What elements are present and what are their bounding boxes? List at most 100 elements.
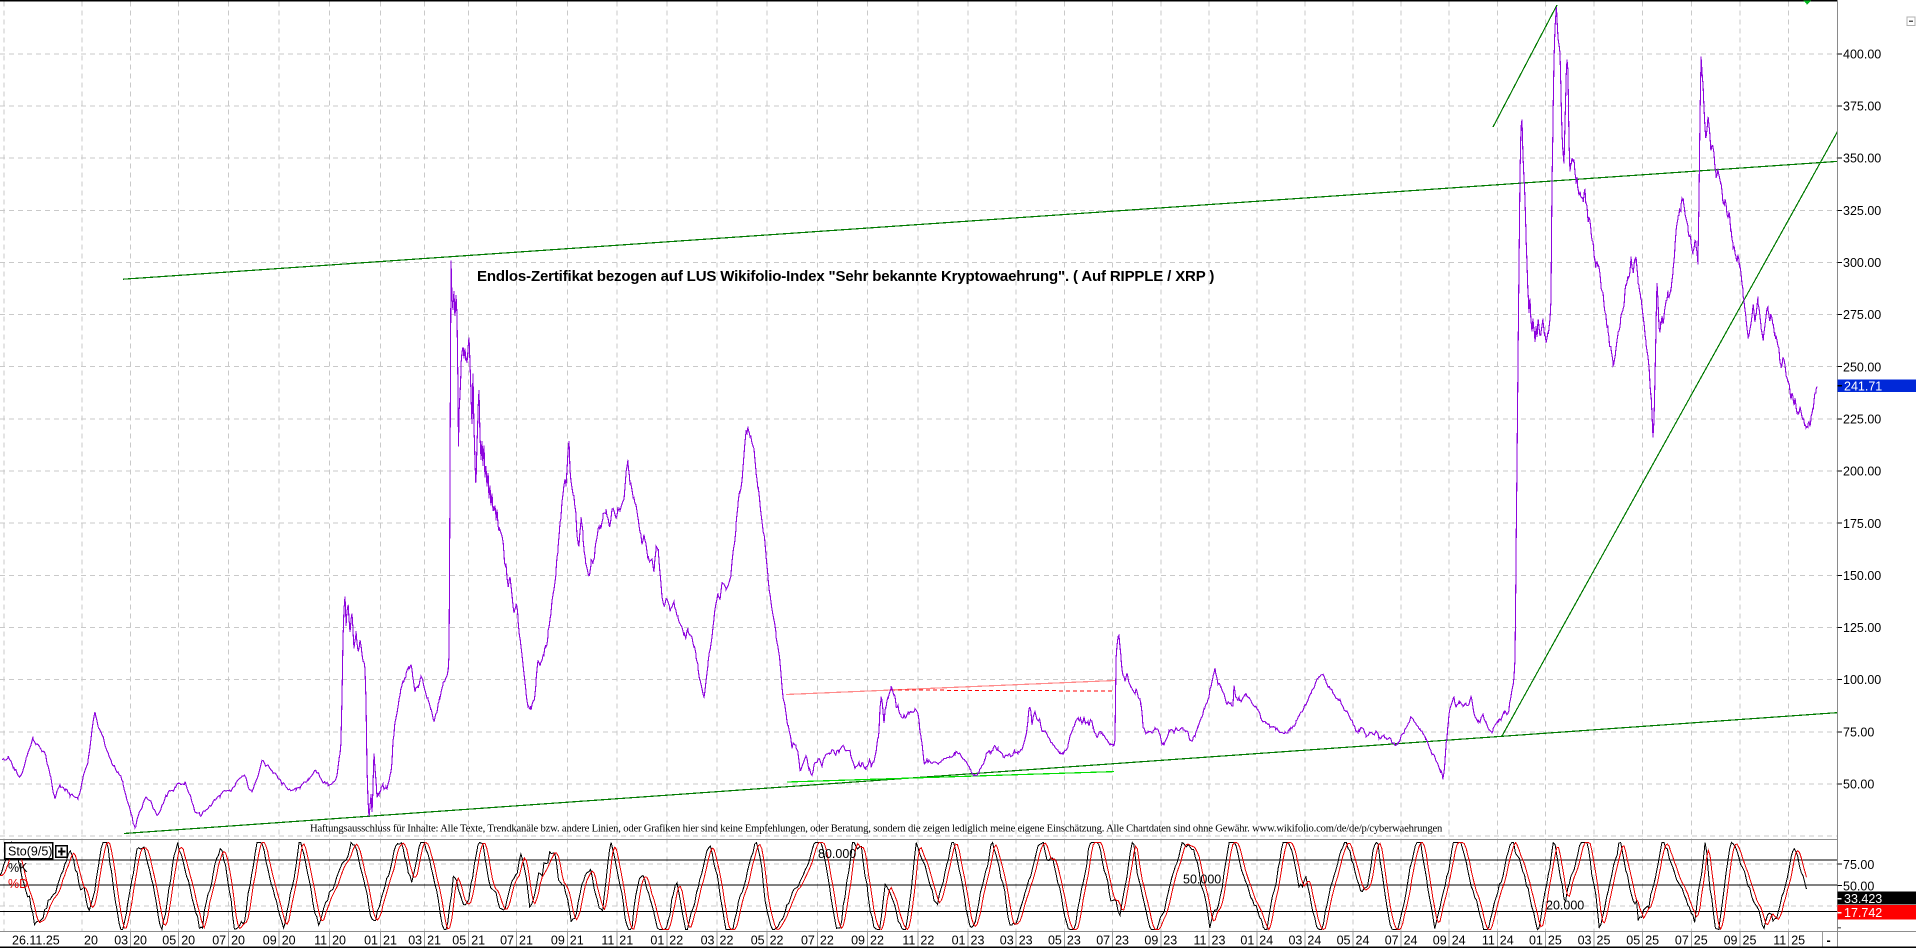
- svg-text:25: 25: [1694, 933, 1708, 947]
- svg-text:350.00: 350.00: [1843, 152, 1881, 166]
- svg-text:03: 03: [1288, 933, 1302, 947]
- svg-text:25: 25: [1791, 933, 1805, 947]
- svg-text:50.00: 50.00: [1843, 879, 1874, 893]
- svg-text:21: 21: [427, 933, 441, 947]
- svg-text:175.00: 175.00: [1843, 517, 1881, 531]
- svg-text:11: 11: [1482, 933, 1495, 947]
- svg-text:21: 21: [619, 933, 633, 947]
- svg-text:-: -: [1827, 933, 1831, 947]
- svg-text:11: 11: [1194, 933, 1207, 947]
- svg-text:23: 23: [1115, 933, 1129, 947]
- svg-text:05: 05: [1626, 933, 1640, 947]
- svg-text:400.00: 400.00: [1843, 47, 1881, 61]
- svg-text:26.11.25: 26.11.25: [12, 933, 60, 947]
- svg-text:01: 01: [364, 933, 378, 947]
- svg-text:01: 01: [1529, 933, 1543, 947]
- svg-text:09: 09: [1724, 933, 1738, 947]
- svg-text:20: 20: [84, 933, 98, 947]
- svg-text:01: 01: [650, 933, 664, 947]
- svg-text:275.00: 275.00: [1843, 308, 1881, 322]
- svg-text:22: 22: [870, 933, 884, 947]
- svg-text:22: 22: [770, 933, 784, 947]
- svg-text:22: 22: [920, 933, 934, 947]
- svg-text:80.000: 80.000: [818, 847, 856, 861]
- svg-text:07: 07: [212, 933, 226, 947]
- svg-text:Endlos-Zertifikat bezogen auf: Endlos-Zertifikat bezogen auf LUS Wikifo…: [477, 268, 1214, 285]
- svg-text:03: 03: [1000, 933, 1014, 947]
- svg-text:50.00: 50.00: [1843, 778, 1874, 792]
- svg-text:22: 22: [820, 933, 834, 947]
- svg-text:03: 03: [114, 933, 128, 947]
- svg-text:25: 25: [1597, 933, 1611, 947]
- svg-text:24: 24: [1259, 933, 1273, 947]
- svg-text:05: 05: [1048, 933, 1062, 947]
- svg-text:07: 07: [801, 933, 815, 947]
- svg-text:11: 11: [601, 933, 614, 947]
- svg-text:03: 03: [408, 933, 422, 947]
- svg-text:03: 03: [701, 933, 715, 947]
- svg-text:11: 11: [1773, 933, 1786, 947]
- svg-text:21: 21: [383, 933, 397, 947]
- svg-text:Haftungsausschluss für Inhalte: Haftungsausschluss für Inhalte: Alle Tex…: [310, 824, 1443, 835]
- svg-text:17.742: 17.742: [1844, 906, 1882, 920]
- svg-text:07: 07: [1096, 933, 1110, 947]
- svg-text:01: 01: [1240, 933, 1254, 947]
- svg-text:%K: %K: [8, 861, 28, 875]
- svg-text:20: 20: [231, 933, 245, 947]
- svg-text:25: 25: [1548, 933, 1562, 947]
- svg-text:23: 23: [1163, 933, 1177, 947]
- svg-text:21: 21: [570, 933, 584, 947]
- svg-text:05: 05: [162, 933, 176, 947]
- svg-text:21: 21: [471, 933, 485, 947]
- svg-text:241.71: 241.71: [1844, 379, 1882, 393]
- svg-text:24: 24: [1452, 933, 1466, 947]
- svg-text:22: 22: [669, 933, 683, 947]
- svg-text:20: 20: [282, 933, 296, 947]
- svg-text:23: 23: [1067, 933, 1081, 947]
- svg-text:225.00: 225.00: [1843, 412, 1881, 426]
- svg-text:24: 24: [1356, 933, 1370, 947]
- svg-text:100.00: 100.00: [1843, 673, 1881, 687]
- svg-text:09: 09: [1144, 933, 1158, 947]
- svg-text:21: 21: [519, 933, 533, 947]
- svg-text:250.00: 250.00: [1843, 360, 1881, 374]
- svg-text:Sto(9/5): Sto(9/5): [8, 845, 52, 859]
- svg-text:50.000: 50.000: [1183, 872, 1221, 886]
- svg-text:20: 20: [181, 933, 195, 947]
- svg-text:75.00: 75.00: [1843, 858, 1874, 872]
- svg-text:23: 23: [971, 933, 985, 947]
- svg-text:24: 24: [1404, 933, 1418, 947]
- svg-text:%D: %D: [8, 877, 28, 891]
- svg-text:33.423: 33.423: [1844, 892, 1882, 906]
- svg-text:01: 01: [952, 933, 966, 947]
- svg-text:75.00: 75.00: [1843, 725, 1874, 739]
- svg-text:07: 07: [1675, 933, 1689, 947]
- svg-text:23: 23: [1019, 933, 1033, 947]
- svg-text:25: 25: [1743, 933, 1757, 947]
- svg-text:05: 05: [751, 933, 765, 947]
- svg-text:20: 20: [332, 933, 346, 947]
- svg-text:20.000: 20.000: [1546, 899, 1584, 913]
- svg-text:11: 11: [314, 933, 327, 947]
- svg-text:09: 09: [1433, 933, 1447, 947]
- svg-text:05: 05: [452, 933, 466, 947]
- svg-text:23: 23: [1212, 933, 1226, 947]
- svg-text:11: 11: [902, 933, 915, 947]
- svg-text:300.00: 300.00: [1843, 256, 1881, 270]
- svg-text:03: 03: [1578, 933, 1592, 947]
- svg-text:09: 09: [551, 933, 565, 947]
- svg-text:24: 24: [1307, 933, 1321, 947]
- svg-text:22: 22: [720, 933, 734, 947]
- svg-text:25: 25: [1645, 933, 1659, 947]
- svg-text:09: 09: [851, 933, 865, 947]
- svg-text:125.00: 125.00: [1843, 621, 1881, 635]
- svg-text:07: 07: [1385, 933, 1399, 947]
- svg-text:24: 24: [1500, 933, 1514, 947]
- svg-text:325.00: 325.00: [1843, 204, 1881, 218]
- svg-text:07: 07: [500, 933, 514, 947]
- svg-text:375.00: 375.00: [1843, 100, 1881, 114]
- svg-text:05: 05: [1337, 933, 1351, 947]
- svg-text:150.00: 150.00: [1843, 569, 1881, 583]
- svg-text:09: 09: [263, 933, 277, 947]
- svg-text:20: 20: [133, 933, 147, 947]
